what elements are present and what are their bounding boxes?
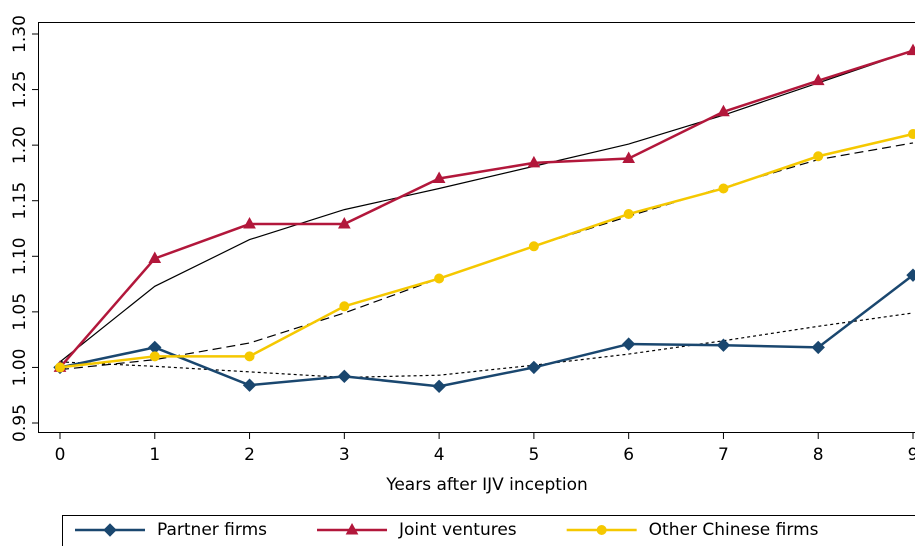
- data-point: [434, 273, 445, 284]
- legend-marker: [103, 523, 117, 537]
- plot-frame: [38, 22, 915, 433]
- data-point: [337, 369, 352, 384]
- x-tick-label: 8: [813, 445, 824, 465]
- legend-box: [62, 515, 915, 546]
- data-point: [242, 378, 257, 392]
- data-point: [528, 241, 539, 252]
- series-line: [59, 49, 914, 369]
- data-point: [811, 340, 825, 355]
- legend-item: Joint ventures: [317, 520, 517, 540]
- data-point: [622, 151, 636, 163]
- x-tick-label: 7: [718, 445, 729, 465]
- legend-label: Partner firms: [157, 520, 267, 540]
- data-point: [149, 351, 160, 362]
- data-point: [716, 338, 731, 352]
- x-tick-label: 9: [908, 445, 915, 465]
- series-line: [59, 132, 914, 369]
- data-point: [339, 301, 350, 312]
- data-point: [527, 360, 541, 375]
- x-tick-label: 2: [244, 445, 255, 465]
- data-point: [337, 217, 351, 229]
- y-tick-label: 1.30: [10, 15, 30, 53]
- data-point: [432, 379, 446, 394]
- x-tick-label: 0: [55, 445, 66, 465]
- legend-item: Partner firms: [75, 520, 267, 540]
- x-tick-label: 5: [528, 445, 539, 465]
- data-point: [244, 351, 255, 362]
- y-tick-label: 1.25: [10, 71, 30, 109]
- data-point: [55, 362, 65, 373]
- legend-label: Other Chinese firms: [649, 520, 819, 540]
- legend-label: Joint ventures: [398, 520, 517, 540]
- x-tick-label: 6: [623, 445, 634, 465]
- data-point: [718, 183, 729, 194]
- y-tick-label: 1.10: [10, 237, 30, 275]
- fit-line: [59, 50, 914, 363]
- data-point: [813, 151, 824, 162]
- data-point: [527, 155, 541, 168]
- data-point: [148, 251, 162, 264]
- x-tick-label: 1: [149, 445, 160, 465]
- data-point: [811, 73, 825, 86]
- y-tick-label: 1.15: [10, 182, 30, 220]
- fit-line: [59, 312, 914, 379]
- data-point: [908, 129, 915, 140]
- x-tick-label: 3: [339, 445, 350, 465]
- y-tick-label: 1.20: [10, 126, 30, 164]
- y-tick-label: 0.95: [10, 404, 30, 442]
- data-point: [621, 337, 636, 351]
- data-point: [243, 217, 256, 229]
- data-point: [623, 209, 634, 220]
- legend-item: Other Chinese firms: [566, 520, 819, 540]
- x-tick-label: 4: [434, 445, 445, 465]
- data-point: [717, 104, 730, 117]
- legend-marker: [345, 522, 359, 535]
- legend-marker: [596, 525, 607, 535]
- x-axis-title: Years after IJV inception: [385, 475, 588, 495]
- data-point: [906, 268, 915, 282]
- series-line: [59, 274, 914, 388]
- data-point: [432, 171, 446, 183]
- y-tick-label: 1.05: [10, 293, 30, 331]
- data-point: [906, 43, 915, 56]
- y-tick-label: 1.00: [10, 348, 30, 386]
